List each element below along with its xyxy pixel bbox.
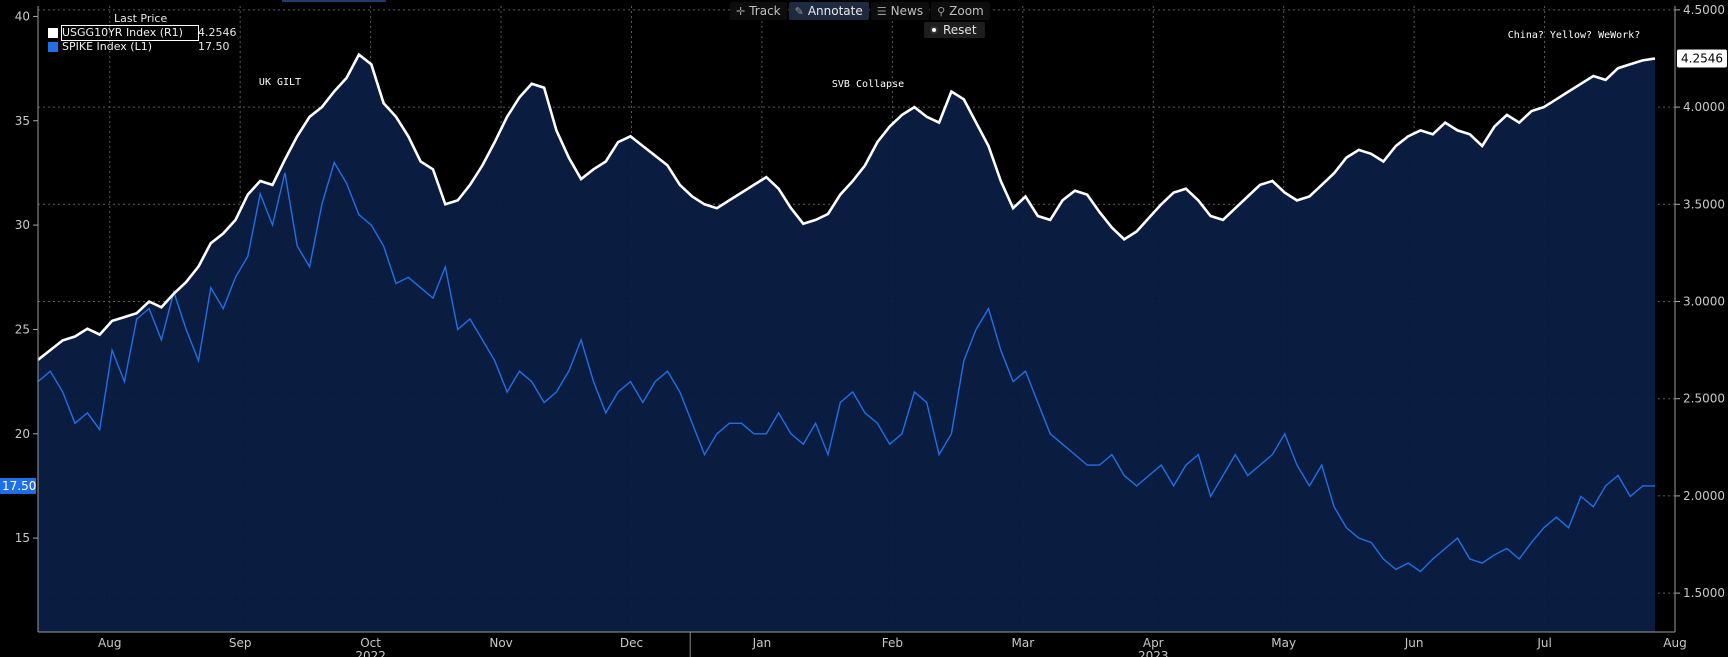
chart-toolbar: ✛ Track ✎ Annotate ☰ News ⚲ Zoom: [730, 2, 990, 20]
series-lines: [37, 52, 1656, 573]
crosshair-icon: ✛: [736, 4, 746, 18]
month-tick-label: May: [1271, 636, 1296, 650]
zoom-label: Zoom: [949, 4, 984, 18]
legend-item-spike[interactable]: SPIKE Index (L1) 17.50: [48, 40, 237, 54]
legend-header: Last Price: [114, 12, 168, 25]
month-tick-label: Feb: [882, 636, 903, 650]
area-fill: [38, 54, 1655, 633]
right-tick-label: 4.0000: [1683, 100, 1725, 114]
left-tick-label: 15: [15, 531, 30, 545]
legend-name: USGG10YR Index (R1): [61, 25, 199, 41]
reset-label: Reset: [943, 23, 977, 37]
left-tick-label: 30: [15, 218, 30, 232]
reset-button[interactable]: Reset: [924, 22, 985, 38]
annotation-label: UK GILT: [259, 77, 301, 88]
month-tick-label: Nov: [489, 636, 512, 650]
month-tick-label: Apr: [1143, 636, 1164, 650]
annotations: UK GILT SVB Collapse China? Yellow? WeWork…: [259, 30, 1640, 90]
left-tick-label: 25: [15, 322, 30, 336]
us10y-last-tag-text: 4.2546: [1681, 51, 1723, 65]
right-tick-label: 3.0000: [1683, 295, 1725, 309]
news-label: News: [890, 4, 924, 18]
us10y-last-tag: 4.2546: [1677, 49, 1727, 68]
annotation-label: China? Yellow? WeWork?: [1508, 30, 1640, 41]
right-tick-label: 2.5000: [1683, 392, 1725, 406]
right-tick-label: 2.0000: [1683, 489, 1725, 503]
spike-last-tag: 17.50: [0, 477, 36, 494]
legend-value: 4.2546: [198, 26, 237, 39]
left-tick-label: 40: [15, 9, 30, 23]
us10y-series-line: [37, 52, 1656, 361]
scroll-strip[interactable]: [282, 0, 386, 2]
white-swatch-icon: [48, 28, 58, 38]
month-tick-label: Jun: [1404, 636, 1424, 650]
news-button[interactable]: ☰ News: [870, 2, 930, 20]
legend-value: 17.50: [198, 40, 230, 53]
month-tick-label: Mar: [1011, 636, 1034, 650]
month-tick-label: Aug: [98, 636, 121, 650]
left-tick-label: 20: [15, 427, 30, 441]
annotation-label: SVB Collapse: [832, 79, 904, 90]
annotate-button[interactable]: ✎ Annotate: [788, 2, 869, 20]
right-tick-label: 4.5000: [1683, 3, 1725, 17]
reset-icon: [930, 26, 938, 34]
us10y-last-tag-box: [1677, 49, 1727, 68]
right-tick-label: 3.5000: [1683, 197, 1725, 211]
zoom-button[interactable]: ⚲ Zoom: [931, 2, 990, 20]
magnifier-icon: ⚲: [937, 4, 946, 18]
month-tick-label: Jan: [752, 636, 772, 650]
month-tick-label: Jul: [1536, 636, 1551, 650]
month-tick-label: Aug: [1663, 636, 1686, 650]
spike-series-line: [37, 160, 1655, 573]
year-label: 2023: [1138, 649, 1169, 657]
legend-name: SPIKE Index (L1): [62, 40, 153, 53]
track-label: Track: [749, 4, 781, 18]
chart-axes: Aug Sep Oct Nov Dec Jan Feb Mar Apr May Jun Jul Aug 2…: [0, 3, 1727, 657]
left-tick-label: 35: [15, 114, 30, 128]
news-icon: ☰: [876, 4, 887, 18]
pencil-icon: ✎: [794, 4, 804, 18]
spike-last-tag-box: [0, 477, 36, 494]
track-button[interactable]: ✛ Track: [730, 2, 787, 20]
spike-last-tag-text: 17.50: [2, 479, 36, 493]
legend: Last Price USGG10YR Index (R1) 4.2546 SP…: [48, 12, 237, 54]
blue-swatch-icon: [48, 42, 58, 52]
legend-item-us10y[interactable]: USGG10YR Index (R1) 4.2546: [48, 25, 237, 41]
right-tick-label: 1.5000: [1683, 586, 1725, 600]
annotate-label: Annotate: [807, 4, 863, 18]
month-tick-label: Dec: [620, 636, 643, 650]
month-tick-label: Sep: [229, 636, 252, 650]
month-tick-label: Oct: [360, 636, 381, 650]
year-label: 2022: [355, 649, 386, 657]
us10y-area: [38, 54, 1655, 633]
